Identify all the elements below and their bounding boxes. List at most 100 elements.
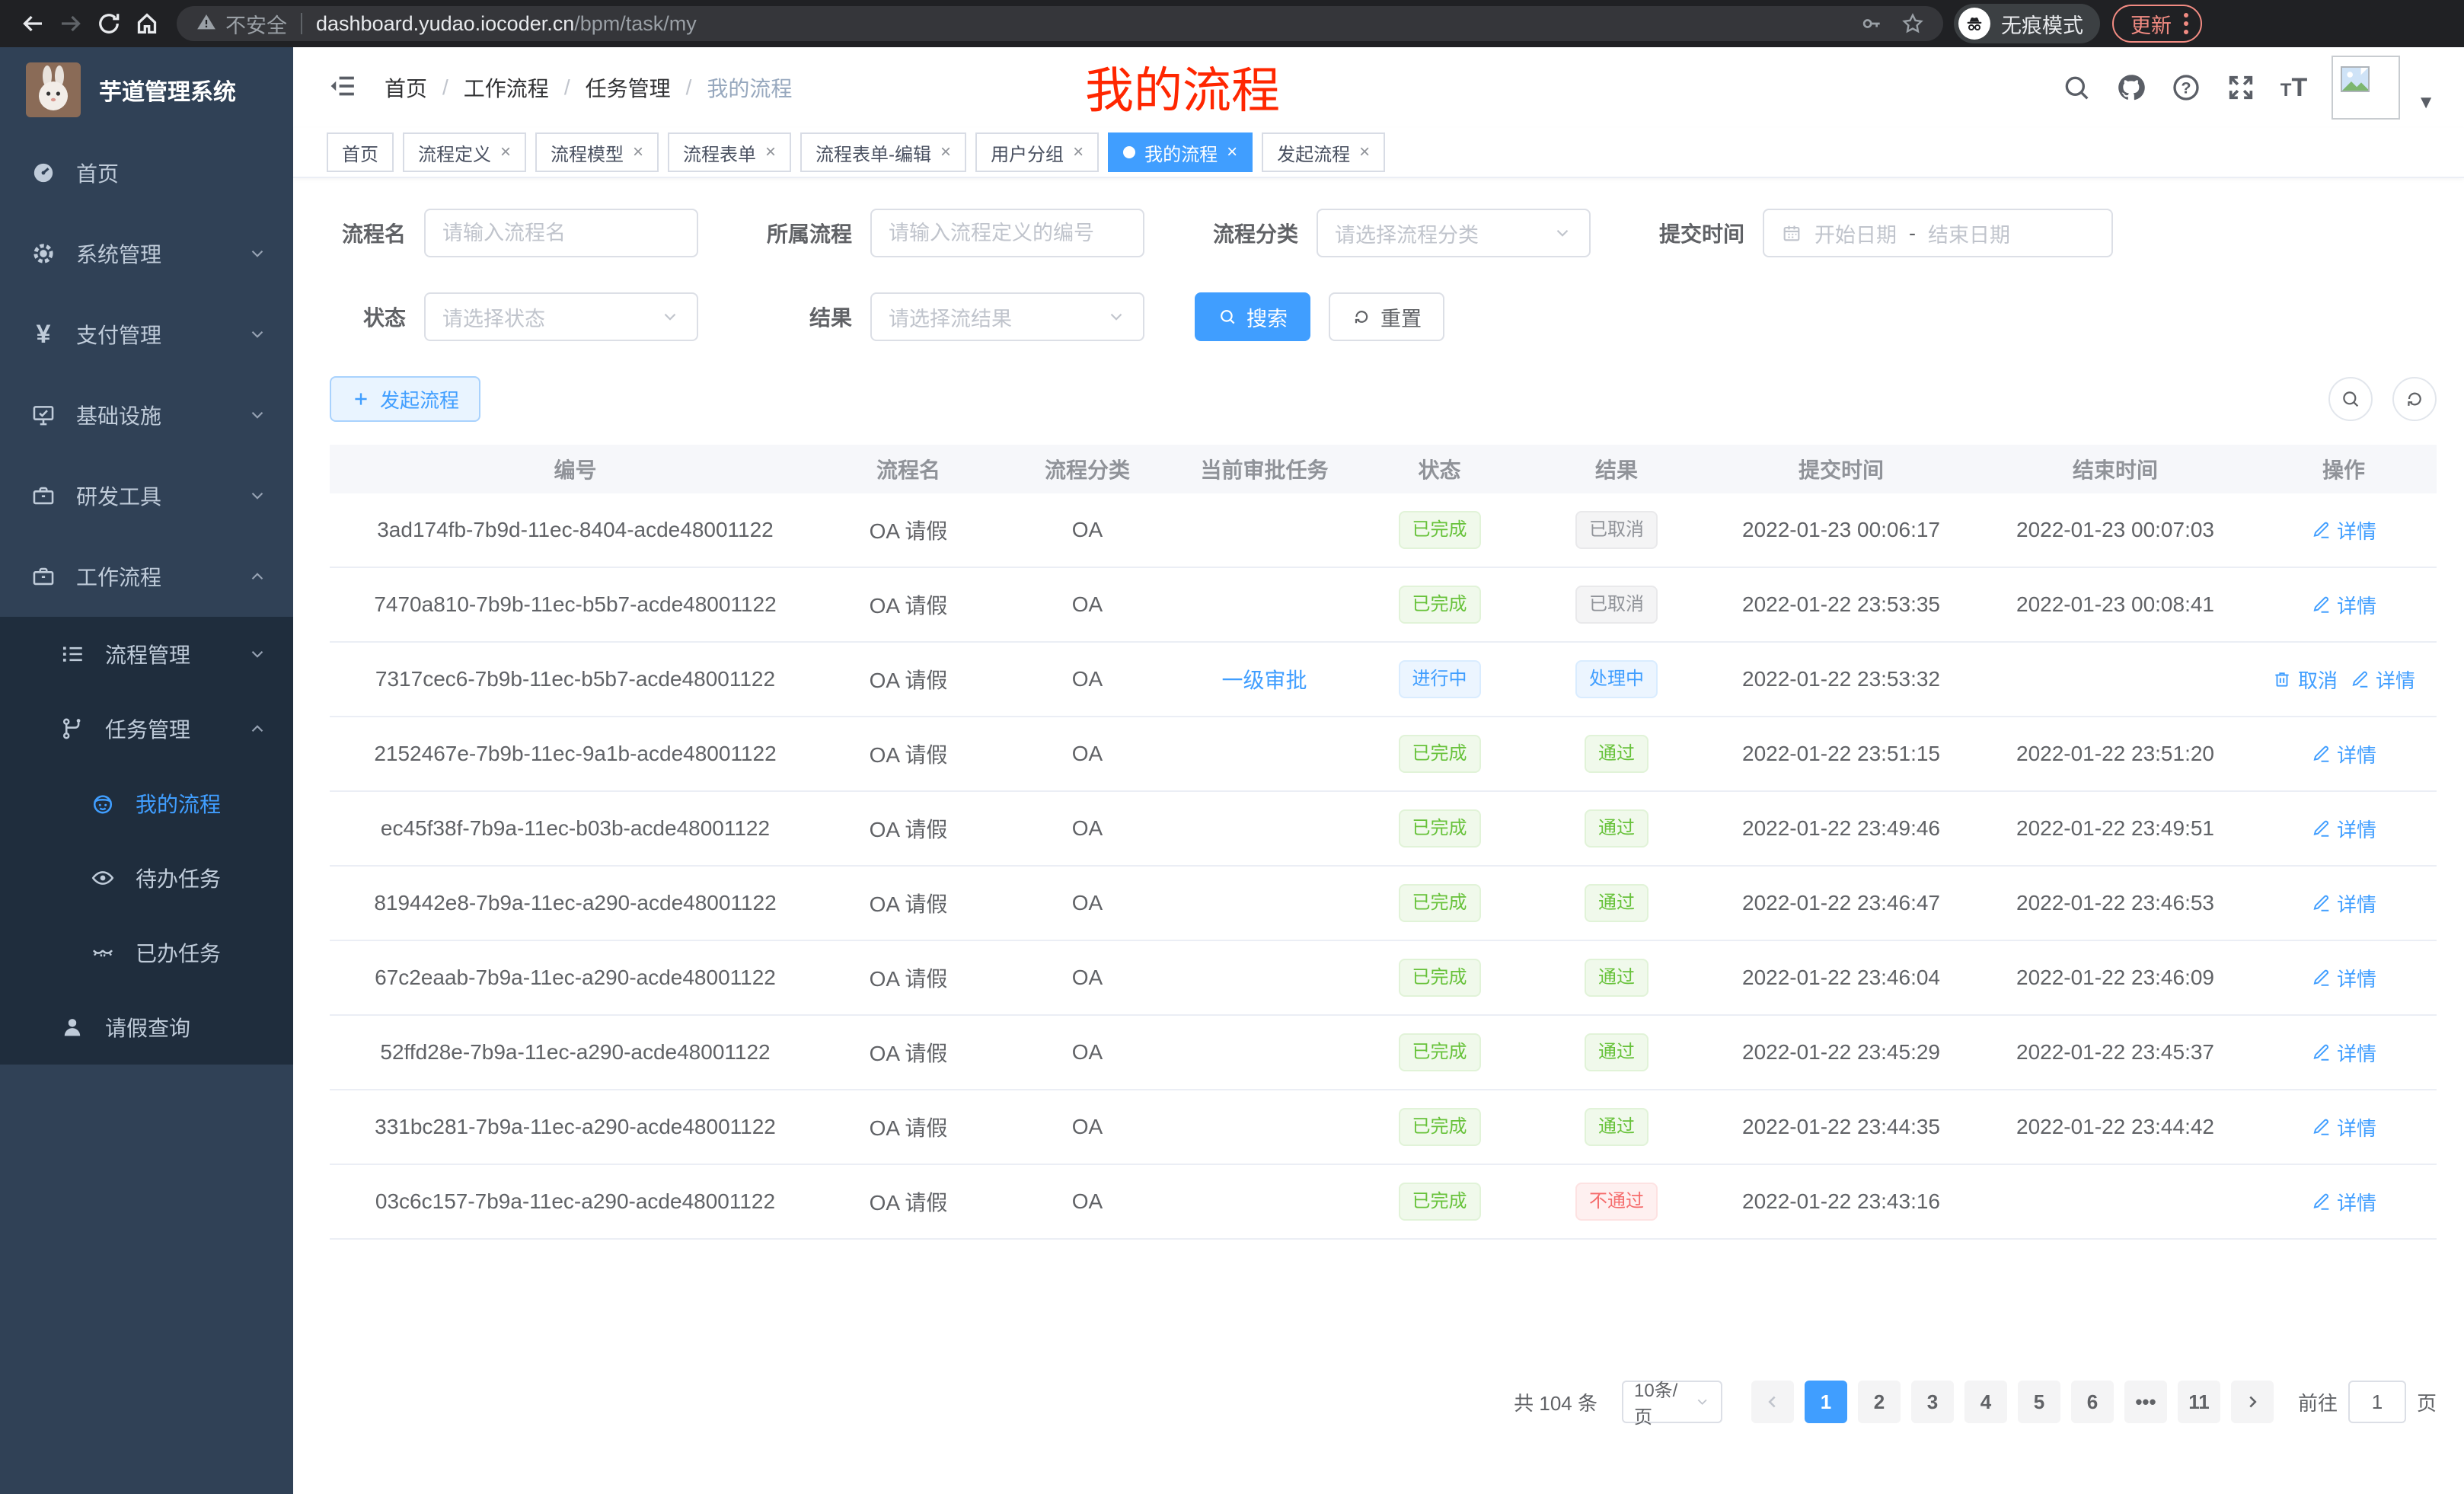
process-category: OA (1071, 891, 1103, 915)
chevron-up-icon (251, 573, 263, 580)
breadcrumb-home[interactable]: 首页 (385, 77, 428, 101)
end-time: 2022-01-22 23:44:42 (2016, 1115, 2214, 1138)
sidebar-item-home[interactable]: 首页 (0, 132, 293, 213)
sidebar-item-label: 工作流程 (76, 566, 162, 589)
detail-link[interactable]: 详情 (2311, 1188, 2376, 1216)
sidebar-item-pay[interactable]: ¥ 支付管理 (0, 294, 293, 375)
sidebar-item-bpm[interactable]: 工作流程 (0, 536, 293, 617)
refresh-icon (2408, 392, 2421, 406)
submit-time: 2022-01-22 23:44:35 (1742, 1115, 1940, 1138)
tab-close-icon[interactable]: × (1073, 142, 1084, 162)
tab[interactable]: 用户分组 × (975, 132, 1100, 172)
detail-link[interactable]: 详情 (2311, 964, 2376, 992)
detail-link[interactable]: 详情 (2311, 591, 2376, 619)
tab[interactable]: 我的流程 × (1108, 132, 1253, 172)
sidebar-item-my-process[interactable]: 我的流程 (0, 766, 293, 841)
submit-time-range-picker[interactable]: 开始日期 - 结束日期 (1763, 209, 2113, 257)
detail-link[interactable]: 详情 (2350, 666, 2415, 694)
sidebar-item-task-manage[interactable]: 任务管理 (0, 691, 293, 766)
tab-close-icon[interactable]: × (765, 142, 777, 162)
tab[interactable]: 发起流程 × (1262, 132, 1386, 172)
sidebar-item-leave-query[interactable]: 请假查询 (0, 990, 293, 1065)
page-number-button[interactable]: 4 (1964, 1381, 2007, 1423)
goto-page-input[interactable] (2348, 1381, 2406, 1423)
fullscreen-icon[interactable] (2226, 72, 2256, 103)
sidebar-item-todo-task[interactable]: 待办任务 (0, 841, 293, 915)
page-number-button[interactable]: 1 (1804, 1381, 1847, 1423)
tab-close-icon[interactable]: × (1359, 142, 1371, 162)
create-process-button[interactable]: 发起流程 (330, 376, 481, 422)
process-def-input[interactable] (870, 209, 1144, 257)
password-key-icon[interactable] (1859, 11, 1884, 36)
search-icon[interactable] (2061, 72, 2092, 103)
page-number-button[interactable]: 6 (2070, 1381, 2114, 1423)
process-name-input[interactable] (424, 209, 698, 257)
page-size-select[interactable]: 10条/页 (1621, 1381, 1722, 1428)
refresh-table-button[interactable] (2392, 377, 2437, 421)
process-category: OA (1071, 1040, 1103, 1064)
toggle-search-button[interactable] (2328, 377, 2373, 421)
tab-close-icon[interactable]: × (1227, 142, 1238, 162)
detail-link[interactable]: 详情 (2311, 889, 2376, 918)
detail-link[interactable]: 详情 (2311, 1039, 2376, 1067)
tab[interactable]: 流程表单 × (668, 132, 792, 172)
browser-forward-button[interactable] (52, 5, 90, 43)
tab-close-icon[interactable]: × (633, 142, 644, 162)
avatar[interactable] (2332, 56, 2401, 120)
prev-page-button[interactable] (1751, 1381, 1794, 1423)
github-icon[interactable] (2116, 72, 2146, 103)
avatar-caret-icon[interactable]: ▼ (2417, 92, 2435, 113)
bookmark-star-icon[interactable] (1901, 11, 1925, 36)
cancel-link[interactable]: 取消 (2272, 666, 2338, 694)
tab[interactable]: 流程模型 × (535, 132, 659, 172)
page-number-button[interactable]: 3 (1910, 1381, 1954, 1423)
help-icon[interactable]: ? (2171, 72, 2201, 103)
result-badge: 处理中 (1575, 660, 1658, 698)
tab-close-icon[interactable]: × (940, 142, 952, 162)
end-time: 2022-01-22 23:49:51 (2016, 816, 2214, 840)
tab-label: 流程模型 (551, 144, 624, 165)
current-task-link[interactable]: 一级审批 (1221, 669, 1307, 692)
reset-button[interactable]: 重置 (1329, 292, 1444, 341)
detail-link[interactable]: 详情 (2311, 516, 2376, 544)
tab-close-icon[interactable]: × (500, 142, 512, 162)
column-header-task: 当前审批任务 (1200, 458, 1329, 482)
page-number-button[interactable]: 11 (2177, 1381, 2220, 1423)
browser-menu-icon[interactable] (2184, 13, 2188, 34)
detail-link[interactable]: 详情 (2311, 740, 2376, 768)
detail-link[interactable]: 详情 (2311, 1113, 2376, 1141)
process-id: 52ffd28e-7b9a-11ec-a290-acde48001122 (380, 1040, 771, 1064)
page-number-button[interactable]: 5 (2017, 1381, 2060, 1423)
detail-link[interactable]: 详情 (2311, 815, 2376, 843)
sidebar-item-dev[interactable]: 研发工具 (0, 455, 293, 536)
submit-time-label: 提交时间 (1658, 222, 1744, 246)
submit-time: 2022-01-22 23:51:15 (1742, 742, 1940, 765)
breadcrumb-bpm[interactable]: 工作流程 (463, 77, 549, 101)
result-select[interactable]: 请选择流结果 (870, 292, 1144, 341)
security-label: 不安全 (225, 14, 287, 37)
tab-label: 流程表单 (683, 144, 757, 165)
sidebar-item-label: 首页 (76, 162, 120, 186)
tab[interactable]: 流程定义 × (403, 132, 527, 172)
sidebar-item-process-manage[interactable]: 流程管理 (0, 617, 293, 691)
sidebar-item-done-task[interactable]: 已办任务 (0, 915, 293, 990)
tab[interactable]: 首页 (327, 132, 394, 172)
sidebar-item-infra[interactable]: 基础设施 (0, 375, 293, 455)
category-select[interactable]: 请选择流程分类 (1317, 209, 1591, 257)
sidebar-item-system[interactable]: 系统管理 (0, 213, 293, 294)
address-bar[interactable]: 不安全 dashboard.yudao.iocoder.cn/bpm/task/… (177, 6, 1943, 41)
page-number-button[interactable]: ••• (2124, 1381, 2167, 1423)
sidebar-collapse-button[interactable] (327, 70, 359, 106)
breadcrumb-task[interactable]: 任务管理 (585, 77, 671, 101)
page-number-button[interactable]: 2 (1857, 1381, 1901, 1423)
edit-pencil-icon (2313, 596, 2329, 613)
tab[interactable]: 流程表单-编辑 × (800, 132, 967, 172)
browser-reload-button[interactable] (90, 5, 128, 43)
browser-home-button[interactable] (128, 5, 166, 43)
font-size-icon[interactable]: TT (2280, 72, 2308, 102)
search-button[interactable]: 搜索 (1195, 292, 1310, 341)
status-select[interactable]: 请选择状态 (424, 292, 698, 341)
browser-update-button[interactable]: 更新 (2112, 5, 2202, 43)
next-page-button[interactable] (2230, 1381, 2274, 1423)
browser-back-button[interactable] (14, 5, 52, 43)
